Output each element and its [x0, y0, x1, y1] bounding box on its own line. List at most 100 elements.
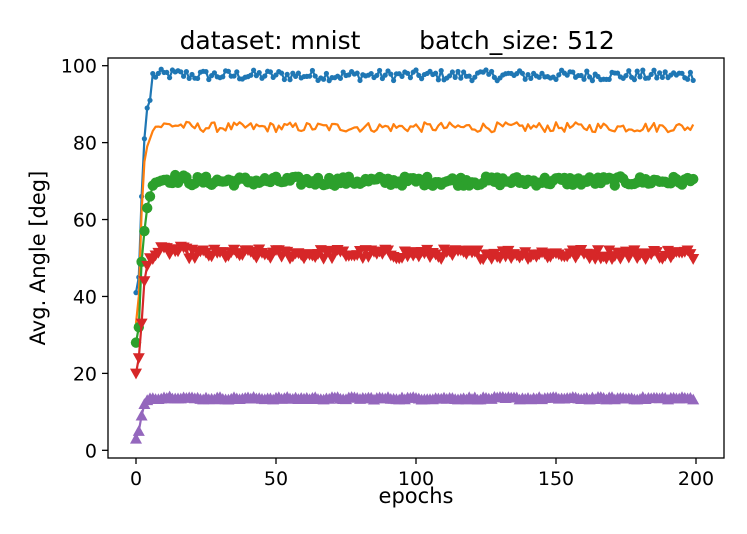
series-blue-point — [382, 72, 388, 78]
series-green-point — [142, 202, 153, 214]
series-blue-point — [578, 72, 584, 79]
series-blue-point — [281, 76, 287, 83]
series-blue-point — [447, 73, 453, 79]
x-axis-label: epochs — [379, 484, 454, 508]
series-blue-point — [637, 74, 643, 80]
series-blue-point — [449, 69, 455, 75]
series-purple-point — [132, 425, 145, 436]
series-red-point — [132, 353, 145, 364]
series-blue-point — [654, 75, 660, 81]
series-blue-point — [458, 75, 464, 81]
series-red — [130, 241, 700, 380]
series-blue-point — [220, 74, 226, 80]
series-blue-point — [645, 75, 652, 81]
series-blue-point — [248, 72, 254, 78]
series-blue-point — [388, 71, 394, 77]
series-blue-point — [206, 76, 212, 83]
series-red-point — [421, 244, 434, 256]
chart-title-right: batch_size: 512 — [419, 26, 615, 55]
series-blue-point — [155, 70, 161, 76]
series-blue-point — [181, 73, 187, 79]
x-tick-label: 100 — [398, 468, 434, 490]
series-red-point — [592, 245, 604, 256]
series-blue-point — [368, 70, 374, 77]
series-red-point — [662, 245, 674, 257]
series-blue-point — [606, 76, 612, 82]
series-blue-point — [584, 68, 590, 74]
series-red-point — [138, 276, 151, 288]
series-red-point — [130, 368, 142, 380]
x-tick-label: 50 — [264, 468, 288, 490]
x-tick-label: 150 — [538, 468, 574, 490]
series-blue-point — [377, 67, 383, 74]
y-tick-label: 20 — [73, 363, 97, 385]
series-blue-point — [354, 70, 360, 76]
y-axis-label: Avg. Angle [deg] — [26, 171, 50, 346]
series-blue-point — [626, 68, 632, 74]
series-blue-point — [312, 73, 318, 79]
chart-title-left: dataset: mnist — [180, 26, 361, 55]
series-blue-point — [522, 76, 528, 82]
series-orange — [134, 120, 695, 324]
series-red-point — [502, 245, 515, 257]
series-purple-point — [130, 432, 142, 444]
series-blue-point — [195, 75, 201, 82]
plot-area: 0 50 100 150 200 0 20 40 60 80 100 — [61, 56, 725, 490]
series-blue-point — [631, 77, 638, 83]
series-green-point — [139, 225, 150, 237]
x-tick-label: 0 — [130, 468, 142, 490]
series-blue-point — [452, 74, 458, 80]
series-blue-point — [178, 69, 184, 75]
series-blue-point — [147, 97, 153, 103]
series-blue-point — [391, 77, 397, 84]
series-blue-point — [525, 71, 531, 78]
series-blue-point — [589, 78, 596, 84]
series-layer — [130, 66, 700, 444]
series-blue-point — [189, 71, 195, 78]
series-blue-point — [657, 70, 663, 76]
series-blue-point — [685, 76, 691, 82]
series-blue — [133, 66, 696, 296]
series-blue-point — [461, 69, 467, 75]
series-purple-point — [135, 409, 148, 421]
series-blue-point — [419, 76, 425, 82]
series-blue-point — [183, 69, 189, 75]
series-blue-point — [267, 69, 273, 75]
series-blue-point — [640, 67, 646, 73]
y-tick-label: 80 — [73, 133, 97, 155]
series-blue-point — [679, 70, 685, 76]
series-blue-point — [483, 67, 489, 73]
y-tick-label: 0 — [85, 440, 97, 462]
series-blue-point — [435, 77, 441, 83]
series-blue-point — [340, 69, 346, 75]
series-blue-point — [186, 75, 192, 81]
series-blue-point — [323, 70, 329, 77]
series-blue-point — [399, 73, 405, 79]
series-blue-point — [287, 77, 293, 83]
series-blue-point — [279, 70, 285, 76]
series-blue-point — [295, 70, 301, 76]
series-blue-point — [256, 69, 262, 76]
series-blue-point — [690, 77, 696, 83]
series-blue-point — [623, 73, 629, 79]
series-blue-point — [231, 73, 237, 79]
series-blue-point — [413, 67, 419, 73]
series-blue-point — [374, 72, 380, 79]
series-red-point — [650, 247, 663, 258]
series-red-point — [687, 254, 700, 265]
series-blue-point — [553, 76, 559, 83]
series-blue-point — [309, 67, 315, 74]
series-green-point — [130, 337, 142, 348]
series-green-point — [609, 180, 620, 191]
series-blue-point — [587, 74, 593, 80]
axes-layer: 0 50 100 150 200 0 20 40 60 80 100 — [61, 56, 725, 490]
series-green-point — [688, 173, 699, 185]
series-blue-point — [489, 68, 495, 75]
series-purple — [130, 390, 700, 444]
y-tick-label: 40 — [73, 286, 97, 308]
y-tick-label: 100 — [61, 56, 97, 78]
series-blue-point — [687, 69, 694, 76]
series-blue-point — [466, 73, 472, 79]
series-red-point — [566, 245, 579, 257]
series-blue-point — [581, 76, 587, 82]
